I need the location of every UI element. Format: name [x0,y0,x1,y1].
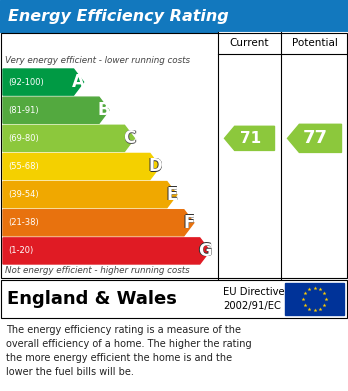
Bar [285,283,344,315]
Text: G: G [197,242,211,260]
Polygon shape [3,97,109,123]
Polygon shape [3,125,134,151]
Polygon shape [3,181,177,208]
Text: D: D [148,158,161,176]
Bar [0,32,348,279]
Text: F: F [183,214,194,232]
Text: E: E [166,185,177,203]
Text: (21-38): (21-38) [8,218,39,227]
Text: (39-54): (39-54) [8,190,39,199]
Polygon shape [3,69,84,95]
Text: Energy Efficiency Rating: Energy Efficiency Rating [8,9,229,23]
Text: C: C [123,129,136,147]
Text: F: F [183,213,195,231]
Bar [1,280,347,318]
Text: D: D [148,157,162,175]
Text: G: G [198,242,212,260]
Text: (81-91): (81-91) [8,106,39,115]
Text: C: C [123,130,136,148]
Polygon shape [3,210,194,236]
Text: C: C [123,129,135,147]
Text: F: F [183,214,195,232]
Bar [0,279,348,319]
Polygon shape [287,124,341,152]
Polygon shape [224,126,275,151]
Text: England & Wales: England & Wales [7,290,177,308]
Text: (1-20): (1-20) [8,246,33,255]
Text: G: G [198,242,212,260]
Text: 77: 77 [303,129,328,147]
Polygon shape [3,238,210,264]
Text: C: C [123,129,136,147]
Bar [218,32,348,54]
Text: E: E [166,186,177,204]
Text: G: G [198,242,212,260]
Bar [1,33,347,278]
Bar [0,0,348,32]
Text: Very energy efficient - lower running costs: Very energy efficient - lower running co… [5,56,190,65]
Text: (69-80): (69-80) [8,134,39,143]
Text: Potential: Potential [292,38,338,48]
Text: (55-68): (55-68) [8,162,39,171]
Text: Current: Current [230,38,269,48]
Text: G: G [198,241,212,260]
Text: D: D [148,158,162,176]
Text: A: A [72,73,85,91]
Text: C: C [124,129,136,147]
Text: 71: 71 [240,131,261,146]
Text: Not energy efficient - higher running costs: Not energy efficient - higher running co… [5,266,190,275]
Text: D: D [148,158,162,176]
Text: (92-100): (92-100) [8,77,44,86]
Text: E: E [166,186,177,204]
Text: F: F [184,214,195,232]
Text: E: E [166,186,177,204]
Polygon shape [3,153,160,179]
Text: F: F [183,214,195,232]
Text: B: B [98,101,110,119]
Text: D: D [149,158,162,176]
Text: E: E [167,186,178,204]
Text: EU Directive
2002/91/EC: EU Directive 2002/91/EC [223,287,285,311]
Text: The energy efficiency rating is a measure of the
overall efficiency of a home. T: The energy efficiency rating is a measur… [6,325,252,377]
